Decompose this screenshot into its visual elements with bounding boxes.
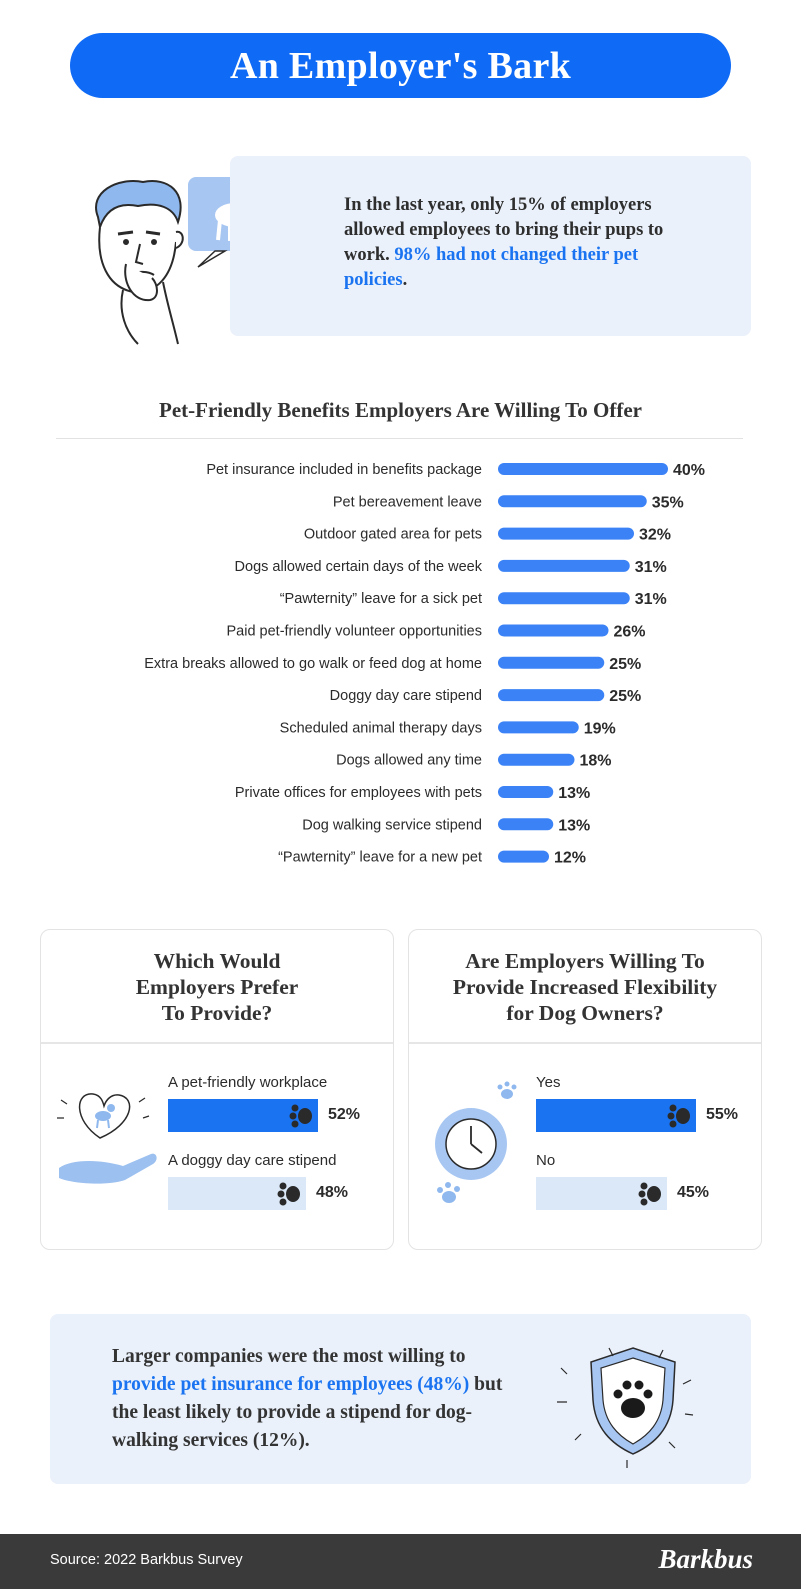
option-percent: 45% (677, 1184, 710, 1201)
option-bar-track (536, 1177, 667, 1210)
paw-icon (634, 1177, 667, 1210)
chart-title: Pet-Friendly Benefits Employers Are Will… (159, 398, 642, 422)
bar-value-label: 13% (558, 817, 590, 834)
option-bar-track (536, 1099, 696, 1132)
bar-value-label: 31% (635, 559, 667, 576)
bar-value-label: 12% (554, 850, 586, 867)
bar-category-label: Pet bereavement leave (333, 494, 482, 510)
intro-end: . (402, 270, 408, 290)
intro-text: In the last year, only 15% of employers … (344, 193, 664, 293)
paw-icon (663, 1099, 696, 1132)
bar-category-label: Dogs allowed any time (336, 753, 482, 769)
bar (498, 463, 668, 475)
brand-logo: Barkbus (658, 1544, 753, 1574)
bar-value-label: 31% (635, 591, 667, 608)
bar (498, 721, 579, 734)
bar-category-label: Extra breaks allowed to go walk or feed … (144, 656, 482, 672)
bar-category-label: Paid pet-friendly volunteer opportunitie… (226, 624, 482, 640)
bar-value-label: 13% (558, 785, 590, 802)
poll-title: Are Employers Willing To Provide Increas… (409, 948, 761, 1026)
divider (56, 438, 743, 439)
clock-icon (435, 1081, 517, 1203)
option-label: A doggy day care stipend (168, 1152, 337, 1169)
bar-category-label: “Pawternity” leave for a new pet (278, 850, 482, 866)
bar (498, 495, 647, 508)
poll-title: Which Would Employers Prefer To Provide? (41, 948, 393, 1026)
poll-title-line: Employers Prefer (135, 975, 299, 999)
option-percent: 55% (706, 1106, 739, 1123)
bar-value-label: 18% (580, 753, 612, 770)
bar (498, 559, 630, 572)
bar (498, 527, 634, 540)
page-title: An Employer's Bark (229, 44, 572, 87)
option-label: A pet-friendly workplace (168, 1074, 328, 1091)
bar (498, 689, 605, 702)
callout-end: but the least likely to provide a stipen… (112, 1374, 503, 1451)
bar (498, 624, 609, 637)
footer: Source: 2022 Barkbus Survey Barkbus (0, 1534, 801, 1589)
option-percent: 52% (328, 1106, 361, 1123)
poll-title-line: Are Employers Willing To (465, 949, 705, 973)
bar-value-label: 40% (673, 462, 705, 479)
poll-card-flexibility: Are Employers Willing To Provide Increas… (408, 929, 762, 1250)
option-label: Yes (536, 1074, 561, 1091)
bar-category-label: Outdoor gated area for pets (304, 527, 482, 543)
bar (498, 818, 554, 831)
bar-value-label: 32% (639, 527, 671, 544)
shield-paw-icon (557, 1347, 694, 1468)
callout-text: Larger companies were the most willing t… (112, 1343, 532, 1455)
bar-category-label: “Pawternity” leave for a sick pet (280, 591, 482, 607)
bar-value-label: 25% (609, 656, 641, 673)
option-bar-track (168, 1177, 306, 1210)
heart-dog-hand-icon (57, 1093, 157, 1184)
bar (498, 592, 630, 605)
option-percent: 48% (316, 1184, 349, 1201)
bar-category-label: Doggy day care stipend (330, 688, 482, 704)
poll-card-preference: Which Would Employers Prefer To Provide?… (40, 929, 394, 1250)
source-note: Source: 2022 Barkbus Survey (50, 1552, 243, 1568)
bar-category-label: Private offices for employees with pets (235, 785, 482, 801)
option-bar-track (168, 1099, 318, 1132)
bar (498, 786, 554, 798)
bar (498, 753, 575, 766)
bar-category-label: Dogs allowed certain days of the week (235, 559, 483, 575)
divider (409, 1042, 761, 1044)
option-label: No (536, 1152, 556, 1169)
poll-title-line: for Dog Owners? (506, 1001, 664, 1025)
bar (498, 656, 605, 669)
divider (41, 1042, 393, 1044)
intro-highlight: 98% had not changed their pet policies (344, 245, 639, 290)
thinking-man-icon (95, 180, 184, 345)
intro-plain: In the last year, only 15% of employers … (344, 195, 664, 265)
benefits-bar-chart: Pet insurance included in benefits packa… (144, 462, 705, 867)
poll-title-line: To Provide? (161, 1001, 273, 1025)
callout-highlight: provide pet insurance for employees (48%… (112, 1374, 470, 1395)
bar-value-label: 19% (584, 720, 616, 737)
bar-value-label: 35% (652, 494, 684, 511)
intro-panel (230, 156, 751, 336)
bar-category-label: Dog walking service stipend (302, 817, 482, 833)
paw-icon (285, 1099, 318, 1132)
poll-title-line: Which Would (153, 949, 281, 973)
bar-value-label: 25% (609, 688, 641, 705)
title-banner: An Employer's Bark (70, 33, 731, 98)
bar-value-label: 26% (614, 624, 646, 641)
poll-title-line: Provide Increased Flexibility (452, 975, 718, 999)
paw-icon (273, 1177, 306, 1210)
bar-category-label: Pet insurance included in benefits packa… (206, 462, 482, 478)
bar-category-label: Scheduled animal therapy days (280, 720, 482, 736)
callout-start: Larger companies were the most willing t… (112, 1346, 466, 1367)
bar (498, 850, 549, 863)
